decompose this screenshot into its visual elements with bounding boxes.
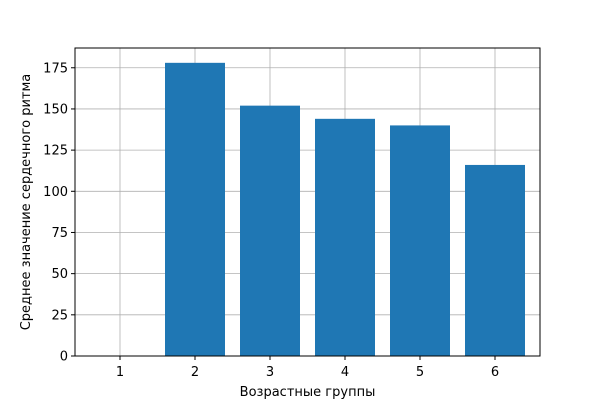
- y-tick-label: 100: [43, 185, 68, 200]
- y-tick-label: 50: [51, 267, 68, 282]
- y-tick-label: 75: [51, 226, 68, 241]
- x-tick-label: 5: [416, 365, 424, 380]
- x-tick-label: 1: [116, 365, 124, 380]
- y-tick-label: 175: [43, 61, 68, 76]
- y-tick-label: 150: [43, 102, 68, 117]
- bar: [315, 118, 375, 356]
- x-tick-label: 6: [491, 365, 499, 380]
- bar: [390, 125, 450, 356]
- bars-layer: [165, 62, 525, 357]
- y-tick-label: 125: [43, 144, 68, 159]
- x-tick-label: 4: [341, 365, 349, 380]
- y-axis-label: Среднее значение сердечного ритма: [19, 74, 34, 331]
- x-tick-label: 2: [191, 365, 199, 380]
- y-tick-label: 25: [51, 308, 68, 323]
- bar: [165, 62, 225, 357]
- x-tick-label: 3: [266, 365, 274, 380]
- bar: [240, 105, 300, 356]
- plot-frame: [74, 47, 541, 357]
- bar: [465, 164, 525, 356]
- ticks-layer: 0 25 50 75 100 125 150 175 1 2 3 4 5 6: [43, 61, 499, 380]
- x-axis-label: Возрастные группы: [240, 385, 376, 400]
- y-tick-label: 0: [60, 350, 68, 365]
